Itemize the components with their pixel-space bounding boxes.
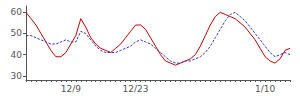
svg-text:12/23: 12/23 (123, 84, 149, 94)
svg-text:1/10: 1/10 (255, 84, 275, 94)
svg-text:60: 60 (11, 7, 23, 17)
svg-text:30: 30 (11, 71, 23, 81)
svg-text:12/9: 12/9 (61, 84, 81, 94)
svg-text:50: 50 (11, 28, 23, 38)
svg-text:40: 40 (11, 50, 23, 60)
